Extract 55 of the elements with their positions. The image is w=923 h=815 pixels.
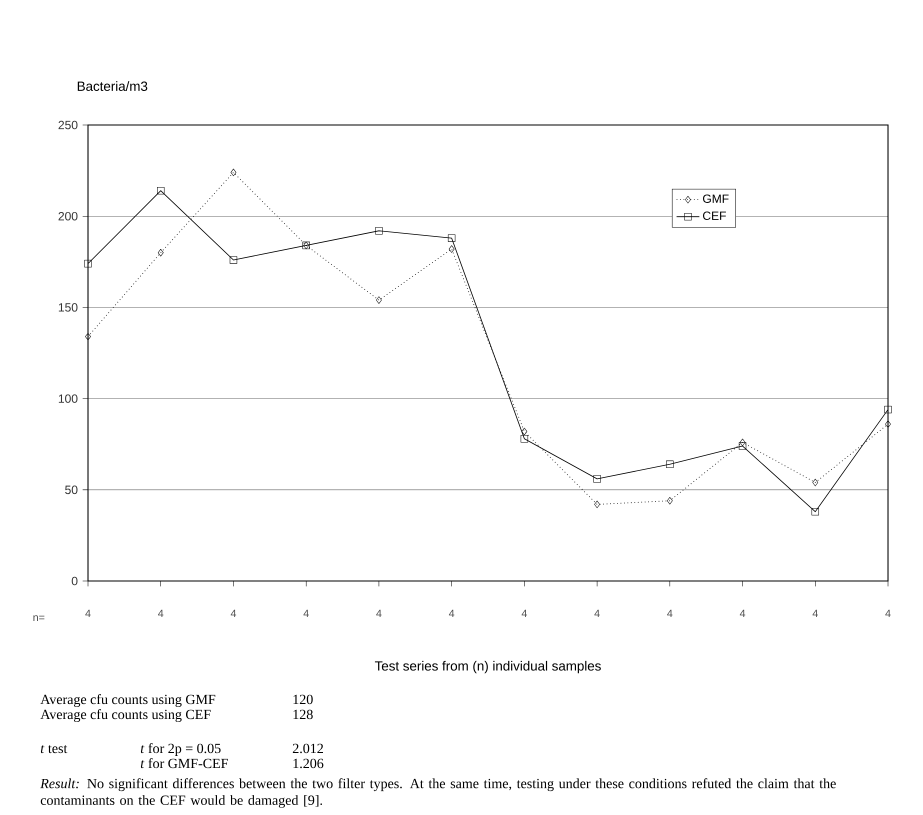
y-tick-label: 150 (58, 303, 78, 312)
point (376, 296, 382, 304)
y-tick-label: 200 (58, 212, 78, 220)
point (885, 420, 891, 428)
x-tick-label: 4 (522, 610, 528, 618)
point (812, 478, 818, 486)
point (375, 227, 383, 235)
point (84, 260, 92, 268)
x-tick-label: 4 (594, 610, 600, 618)
y-tick-label: 100 (58, 394, 78, 403)
text: 2.012 (292, 744, 324, 754)
text: t test (40, 745, 68, 754)
x-tick-label: 4 (85, 610, 91, 618)
text: t for 2p = 0.05 (140, 743, 221, 756)
y-tick-label: 250 (58, 120, 78, 130)
point (158, 248, 164, 256)
point (666, 460, 674, 468)
point (85, 332, 91, 340)
x-tick-label: 4 (667, 610, 672, 618)
point (593, 475, 601, 483)
text: 120 (294, 694, 313, 704)
legend-label: GMF (703, 194, 729, 203)
point (884, 406, 892, 414)
point (666, 497, 673, 504)
x-tick-label: 4 (885, 610, 891, 618)
point (448, 245, 455, 253)
x-tick-label: 4 (230, 610, 236, 618)
x-axis-title: Test series from (n) individual samples (374, 660, 601, 674)
y-axis-title: Bacteria/m3 (78, 81, 148, 91)
text: 128 (294, 710, 313, 720)
text: Average cfu counts using CEF (40, 709, 211, 722)
point (740, 438, 746, 446)
point (812, 508, 820, 516)
y-tick-label: 50 (65, 486, 78, 494)
x-tick-label: 4 (448, 610, 454, 618)
x-tick-label: 4 (303, 610, 309, 618)
text: 1.206 (294, 758, 324, 768)
point (520, 435, 528, 442)
legend-label: CEF (703, 211, 726, 220)
point (448, 234, 456, 242)
text: Result: No significant differences between the two filter types. At the same time, testing under these conditions refuted the claim that the contaminants on the CEF would be damaged [9]. (40, 778, 836, 808)
point (738, 442, 746, 450)
x-tick-label: 4 (376, 610, 382, 618)
point (594, 500, 600, 508)
text: n= (33, 615, 44, 622)
point (522, 428, 528, 436)
point (157, 186, 164, 194)
point (230, 168, 236, 176)
y-tick-label: 0 (72, 576, 78, 586)
text: t for GMF-CEF (140, 758, 228, 768)
point (230, 256, 238, 264)
x-tick-label: 4 (812, 610, 818, 618)
text: Average cfu counts using GMF (40, 694, 216, 708)
x-tick-label: 4 (158, 610, 164, 618)
x-tick-label: 4 (740, 610, 746, 618)
